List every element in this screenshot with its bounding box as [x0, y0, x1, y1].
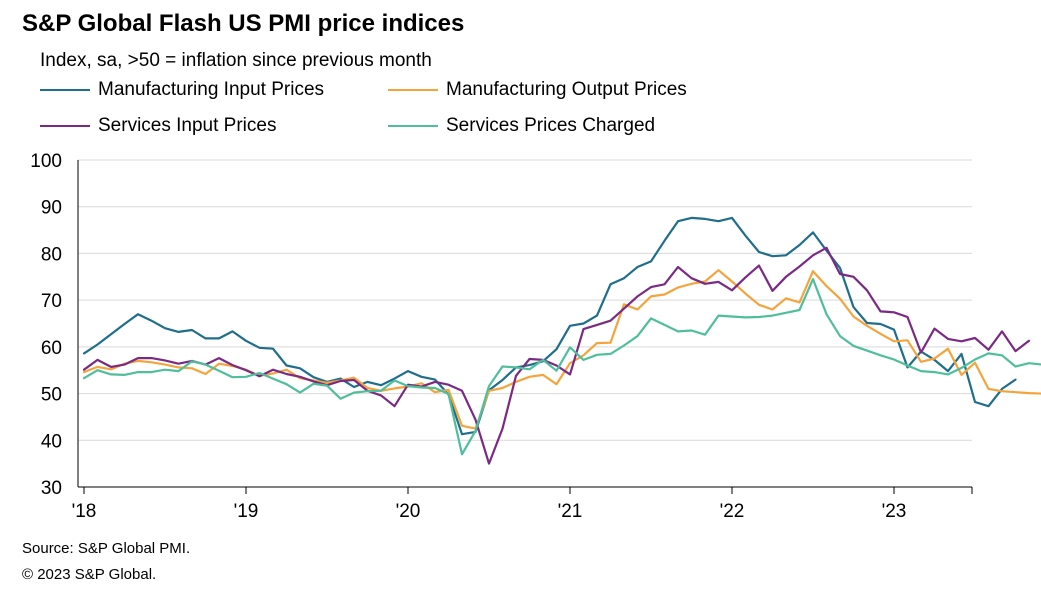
x-tick-label: '19: [234, 501, 259, 522]
legend-item-manufacturing-input-prices: Manufacturing Input Prices: [40, 78, 324, 102]
series-line-manufacturing-output-prices: [82, 269, 1041, 430]
series-line-manufacturing-input-prices: [82, 216, 1017, 436]
legend-label: Manufacturing Input Prices: [98, 79, 325, 100]
y-tick-label: 70: [41, 291, 62, 312]
legend-item-services-prices-charged: Services Prices Charged: [388, 114, 655, 138]
legend-label: Services Prices Charged: [446, 115, 656, 136]
legend-item-manufacturing-output-prices: Manufacturing Output Prices: [388, 78, 687, 102]
legend-label: Services Input Prices: [98, 115, 277, 136]
x-tick-label: '22: [720, 501, 745, 522]
x-tick-label: '20: [396, 501, 421, 522]
y-tick-label: 100: [30, 151, 62, 172]
chart-subtitle: Index, sa, >50 = inflation since previou…: [40, 50, 432, 71]
x-tick-label: '18: [72, 501, 97, 522]
series-line-services-input-prices: [82, 246, 1031, 465]
x-tick-label: '23: [882, 501, 907, 522]
copyright-note: © 2023 S&P Global.: [22, 566, 157, 583]
series-line-services-prices-charged: [82, 278, 1041, 456]
y-tick-label: 80: [41, 244, 62, 265]
y-tick-label: 90: [41, 198, 62, 219]
legend-label: Manufacturing Output Prices: [446, 79, 687, 100]
y-tick-label: 50: [41, 385, 62, 406]
legend-swatch: [40, 89, 90, 91]
legend-swatch: [388, 89, 438, 91]
y-tick-label: 40: [41, 431, 62, 452]
chart-title: S&P Global Flash US PMI price indices: [22, 10, 465, 37]
y-tick-label: 30: [41, 478, 62, 499]
y-tick-label: 60: [41, 338, 62, 359]
legend-swatch: [388, 125, 438, 127]
legend-item-services-input-prices: Services Input Prices: [40, 114, 276, 138]
x-tick-label: '21: [558, 501, 583, 522]
source-note: Source: S&P Global PMI.: [22, 540, 191, 557]
legend-swatch: [40, 125, 90, 127]
